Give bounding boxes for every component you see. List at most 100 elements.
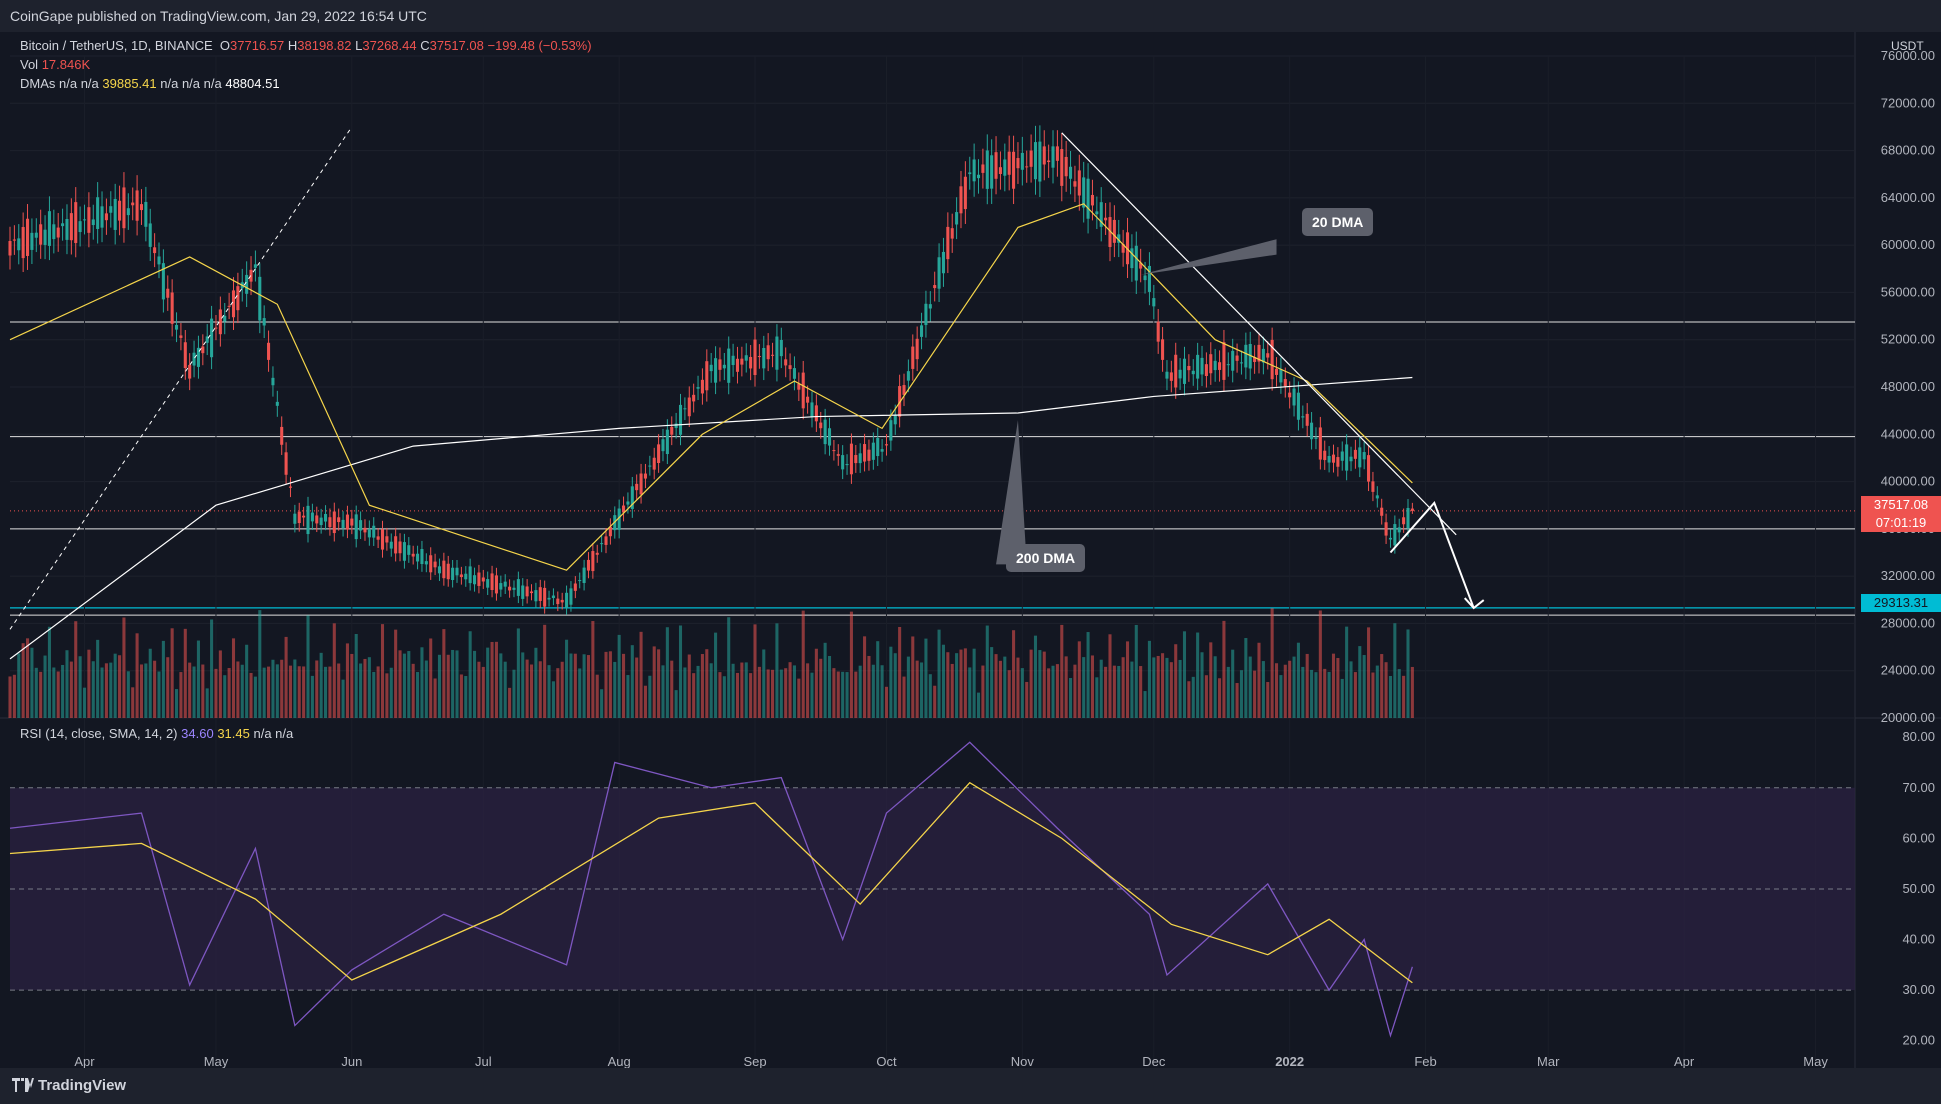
candle-body[interactable]: [832, 450, 836, 452]
tradingview-logo[interactable]: TradingView: [12, 1077, 126, 1094]
candle-body[interactable]: [223, 315, 227, 322]
candle-body[interactable]: [797, 383, 801, 390]
candle-body[interactable]: [245, 274, 249, 294]
candle-body[interactable]: [604, 536, 608, 545]
candle-body[interactable]: [1152, 298, 1156, 307]
candle-body[interactable]: [534, 590, 538, 602]
candle-body[interactable]: [1253, 357, 1257, 362]
candle-body[interactable]: [1362, 452, 1366, 460]
candle-body[interactable]: [113, 198, 117, 230]
candle-body[interactable]: [1139, 262, 1143, 269]
candle-body[interactable]: [928, 304, 932, 309]
candle-body[interactable]: [985, 150, 989, 189]
candle-body[interactable]: [876, 438, 880, 457]
price-axis-area[interactable]: [1855, 32, 1941, 1068]
candle-body[interactable]: [433, 561, 437, 568]
candle-body[interactable]: [196, 347, 200, 367]
candle-body[interactable]: [280, 426, 284, 445]
candle-body[interactable]: [446, 563, 450, 580]
candle-body[interactable]: [744, 355, 748, 361]
candle-body[interactable]: [657, 444, 661, 463]
candle-body[interactable]: [153, 247, 157, 254]
candle-body[interactable]: [525, 586, 529, 597]
candle-body[interactable]: [135, 190, 139, 221]
candle-body[interactable]: [218, 309, 222, 335]
candle-body[interactable]: [1112, 219, 1116, 243]
candle-body[interactable]: [284, 452, 288, 475]
candle-body[interactable]: [1016, 158, 1020, 169]
candle-body[interactable]: [972, 159, 976, 182]
candle-body[interactable]: [1099, 202, 1103, 227]
candle-body[interactable]: [1323, 450, 1327, 461]
candle-body[interactable]: [420, 549, 424, 565]
candle-body[interactable]: [810, 402, 814, 417]
candle-body[interactable]: [1082, 177, 1086, 208]
candle-body[interactable]: [1073, 181, 1077, 187]
candle-body[interactable]: [749, 356, 753, 369]
candle-body[interactable]: [109, 206, 113, 213]
candle-body[interactable]: [757, 356, 761, 358]
candle-body[interactable]: [1161, 339, 1165, 360]
candle-body[interactable]: [21, 227, 25, 259]
candle-body[interactable]: [1090, 194, 1094, 206]
candle-body[interactable]: [56, 227, 60, 238]
candle-body[interactable]: [863, 444, 867, 462]
candle-body[interactable]: [302, 515, 306, 518]
candle-body[interactable]: [385, 536, 389, 543]
candle-body[interactable]: [884, 444, 889, 446]
candle-body[interactable]: [192, 352, 196, 366]
candle-body[interactable]: [354, 514, 358, 540]
candle-body[interactable]: [823, 419, 827, 445]
candle-body[interactable]: [262, 318, 266, 326]
candle-body[interactable]: [258, 276, 262, 321]
candle-body[interactable]: [1130, 248, 1134, 269]
candle-body[interactable]: [547, 597, 551, 600]
candle-body[interactable]: [643, 473, 647, 479]
candle-body[interactable]: [324, 513, 328, 522]
candle-body[interactable]: [665, 429, 669, 455]
chart-panel[interactable]: 76000.00 72000.00 68000.00 64000.00 60000.00…: [0, 32, 1941, 1068]
candle-body[interactable]: [1279, 369, 1283, 383]
candle-body[interactable]: [1196, 354, 1200, 379]
candle-body[interactable]: [174, 324, 179, 330]
candle-body[interactable]: [214, 327, 218, 329]
candle-body[interactable]: [1310, 422, 1314, 440]
candle-body[interactable]: [893, 415, 897, 425]
candle-body[interactable]: [1077, 170, 1081, 196]
candle-body[interactable]: [416, 553, 420, 562]
candle-body[interactable]: [1336, 457, 1340, 467]
candle-body[interactable]: [806, 396, 810, 403]
candle-body[interactable]: [494, 575, 498, 594]
candle-body[interactable]: [1345, 444, 1349, 471]
dma20-line[interactable]: [9, 203, 1413, 571]
candle-body[interactable]: [486, 579, 490, 588]
candle-body[interactable]: [253, 264, 257, 268]
candle-body[interactable]: [350, 518, 354, 526]
candle-body[interactable]: [652, 457, 656, 470]
candle-body[interactable]: [30, 232, 34, 250]
candle-body[interactable]: [424, 561, 428, 565]
candle-body[interactable]: [551, 595, 555, 599]
candle-body[interactable]: [8, 241, 12, 256]
dma200-line[interactable]: [9, 376, 1413, 660]
candle-body[interactable]: [1393, 524, 1397, 546]
candle-body[interactable]: [47, 211, 51, 246]
candle-body[interactable]: [915, 338, 919, 360]
candle-body[interactable]: [104, 213, 108, 221]
candle-body[interactable]: [714, 358, 718, 383]
candle-body[interactable]: [1095, 211, 1099, 215]
candle-body[interactable]: [503, 581, 507, 587]
candle-body[interactable]: [1314, 437, 1318, 439]
candle-body[interactable]: [595, 552, 599, 555]
candle-body[interactable]: [82, 219, 87, 221]
candle-body[interactable]: [898, 386, 902, 417]
candle-body[interactable]: [43, 229, 47, 245]
candle-body[interactable]: [683, 408, 687, 410]
candle-body[interactable]: [25, 218, 30, 256]
candle-body[interactable]: [359, 520, 363, 531]
candle-body[interactable]: [1244, 344, 1248, 368]
candle-body[interactable]: [933, 285, 937, 289]
candle-body[interactable]: [227, 305, 231, 307]
candle-body[interactable]: [998, 167, 1002, 175]
candle-body[interactable]: [319, 517, 323, 526]
